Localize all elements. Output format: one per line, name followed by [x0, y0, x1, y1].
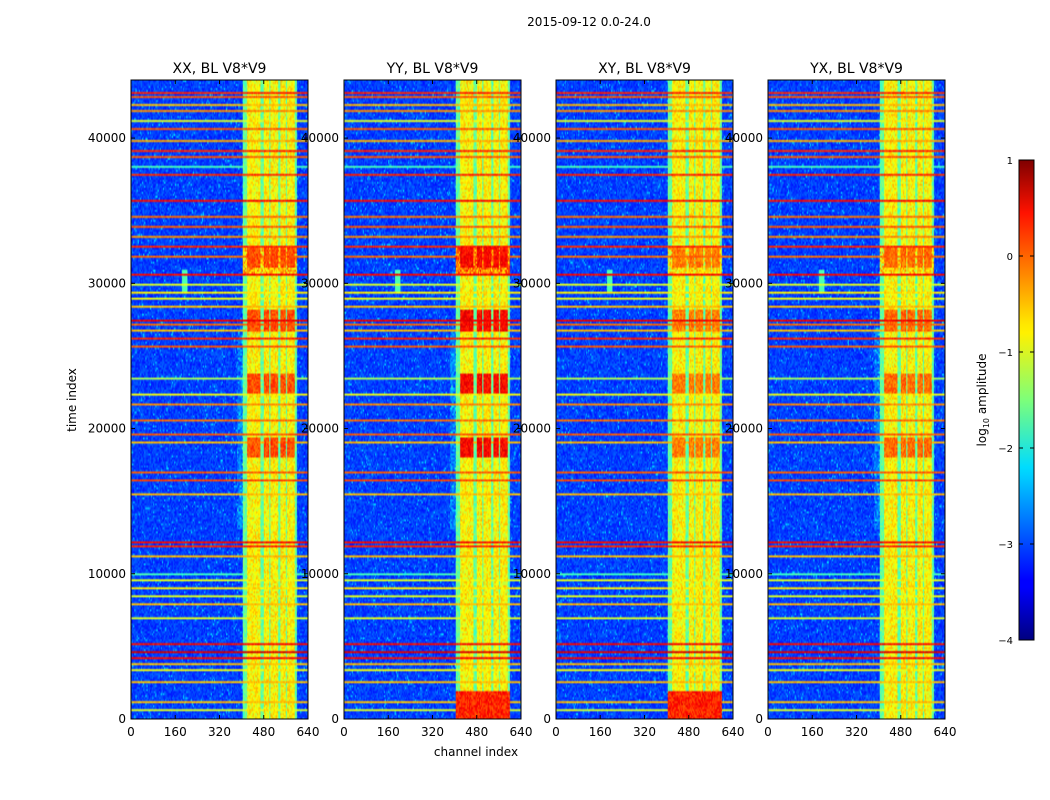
panel-xx: XX, BL V8*V9 0 160 320 480 640 0 10000 20000 3000…	[88, 61, 320, 739]
panel-title: YX, BL V8*V9	[809, 61, 903, 77]
y-tick-label: 30000	[725, 276, 763, 290]
y-tick-label: 10000	[88, 567, 126, 581]
y-tick-label: 30000	[88, 276, 126, 290]
y-tick-label: 40000	[725, 131, 763, 145]
x-tick-label: 0	[764, 725, 772, 739]
heatmap-image	[344, 80, 521, 719]
y-tick-label: 0	[331, 712, 339, 726]
colorbar-gradient	[1018, 159, 1035, 641]
x-axis-label: channel index	[434, 745, 518, 759]
x-tick-label: 160	[801, 725, 824, 739]
heatmap-image	[131, 80, 308, 719]
x-tick-label: 640	[510, 725, 533, 739]
y-tick-label: 30000	[301, 276, 339, 290]
y-tick-label: 20000	[301, 422, 339, 436]
colorbar: 1 0 −1 −2 −3 −4 log10 amplitude	[975, 156, 1035, 647]
x-tick-label: 320	[421, 725, 444, 739]
y-tick-label: 0	[755, 712, 763, 726]
y-tick-label: 10000	[513, 567, 551, 581]
panel-title: XY, BL V8*V9	[598, 61, 691, 77]
colorbar-tick-label: −2	[998, 444, 1013, 455]
y-axis-label: time index	[65, 368, 79, 432]
x-tick-label: 320	[633, 725, 656, 739]
x-tick-label: 160	[377, 725, 400, 739]
panel-yx: YX, BL V8*V9 0 160 320 480 640 0 10000 20000 3000…	[725, 61, 957, 739]
x-tick-label: 640	[934, 725, 957, 739]
colorbar-tick-label: −4	[998, 636, 1013, 647]
x-tick-label: 0	[127, 725, 135, 739]
x-tick-label: 320	[208, 725, 231, 739]
x-tick-label: 0	[552, 725, 560, 739]
x-tick-label: 160	[164, 725, 187, 739]
colorbar-tick-label: −3	[998, 540, 1013, 551]
y-tick-label: 20000	[88, 422, 126, 436]
panel-title: YY, BL V8*V9	[386, 61, 479, 77]
heatmap-image	[768, 80, 945, 719]
x-tick-label: 480	[677, 725, 700, 739]
y-tick-label: 0	[118, 712, 126, 726]
x-tick-label: 0	[340, 725, 348, 739]
colorbar-label: log10 amplitude	[975, 354, 991, 447]
x-tick-label: 480	[465, 725, 488, 739]
colorbar-tick-label: 1	[1007, 156, 1013, 167]
y-tick-label: 40000	[513, 131, 551, 145]
x-tick-label: 640	[722, 725, 745, 739]
colorbar-tick-label: −1	[998, 348, 1013, 359]
x-tick-label: 480	[252, 725, 275, 739]
figure-suptitle: 2015-09-12 0.0-24.0	[527, 15, 651, 29]
y-tick-label: 30000	[513, 276, 551, 290]
panel-title: XX, BL V8*V9	[173, 61, 267, 77]
x-tick-label: 480	[889, 725, 912, 739]
y-tick-label: 20000	[513, 422, 551, 436]
y-tick-label: 0	[543, 712, 551, 726]
y-tick-label: 40000	[301, 131, 339, 145]
y-tick-label: 10000	[301, 567, 339, 581]
panel-xy: XY, BL V8*V9 0 160 320 480 640 0 10000 20000 3000…	[513, 61, 745, 739]
y-tick-label: 40000	[88, 131, 126, 145]
panel-yy: YY, BL V8*V9 0 160 320 480 640 0 10000 20000 3000…	[301, 61, 533, 739]
y-tick-label: 10000	[725, 567, 763, 581]
x-tick-label: 160	[589, 725, 612, 739]
y-tick-label: 20000	[725, 422, 763, 436]
x-tick-label: 640	[297, 725, 320, 739]
heatmap-image	[556, 80, 733, 719]
x-tick-label: 320	[845, 725, 868, 739]
colorbar-tick-label: 0	[1007, 252, 1013, 263]
